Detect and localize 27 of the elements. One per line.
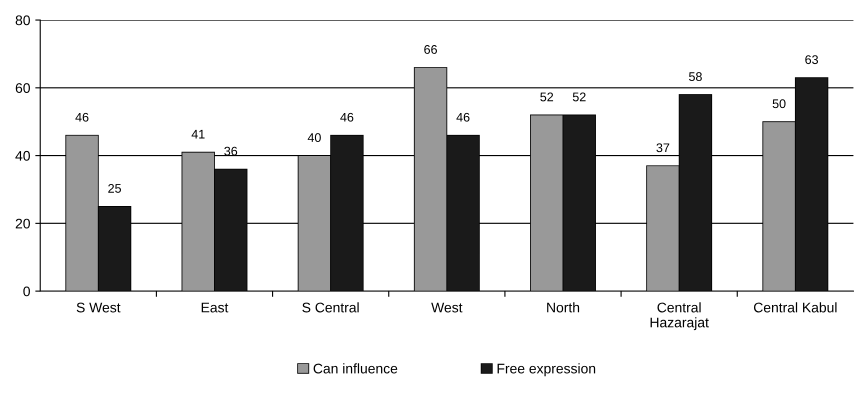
x-tick-label: Central Kabul xyxy=(754,302,836,312)
data-label: 63 xyxy=(805,55,818,64)
legend-label: Free expression xyxy=(498,363,596,376)
data-label: 46 xyxy=(340,112,354,122)
x-tick-label: Central Hazarajat xyxy=(650,302,709,330)
data-label: 41 xyxy=(192,130,205,138)
data-label: 66 xyxy=(424,45,437,54)
data-label: 58 xyxy=(688,72,702,82)
data-label: 46 xyxy=(456,112,470,122)
x-tick-label: North xyxy=(547,302,580,312)
y-tick-label: 40 xyxy=(15,150,30,161)
data-label: 52 xyxy=(540,92,554,102)
y-tick-label: 0 xyxy=(23,286,30,296)
x-tick-label: West xyxy=(431,302,462,312)
x-tick-label: East xyxy=(202,302,228,312)
y-tick-label: 20 xyxy=(16,218,30,229)
y-tick-label: 60 xyxy=(16,83,30,93)
x-tick-label: S Central xyxy=(302,302,359,312)
y-tick-label: 80 xyxy=(16,15,30,26)
data-label: 50 xyxy=(772,99,786,108)
data-label: 37 xyxy=(656,143,670,152)
legend-label: Can influence xyxy=(314,363,398,374)
data-label: 40 xyxy=(308,133,321,142)
x-tick-label: S West xyxy=(76,302,120,312)
data-label: 52 xyxy=(572,92,586,102)
data-label: 46 xyxy=(75,112,88,122)
data-label: 25 xyxy=(108,184,122,193)
